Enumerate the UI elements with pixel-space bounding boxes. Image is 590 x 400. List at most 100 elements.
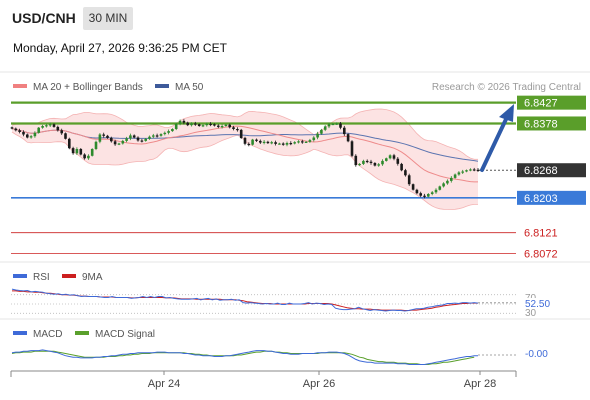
timeframe-button[interactable]: 30 MIN bbox=[83, 7, 133, 30]
candle-body-21 bbox=[90, 149, 94, 156]
legend-swatch-macd bbox=[13, 331, 27, 335]
candle-body-84 bbox=[331, 123, 335, 126]
candle-body-36 bbox=[148, 136, 151, 139]
target-label-5: 6.8072 bbox=[524, 249, 558, 261]
candle-body-79 bbox=[312, 137, 316, 141]
candle-body-117 bbox=[457, 172, 461, 175]
candle-body-69 bbox=[274, 142, 277, 144]
candle-body-113 bbox=[442, 183, 445, 187]
candle-body-16 bbox=[71, 148, 75, 154]
candle-body-77 bbox=[304, 141, 308, 143]
candle-body-56 bbox=[224, 124, 228, 126]
candle-body-85 bbox=[335, 123, 338, 125]
candle-body-30 bbox=[125, 138, 128, 141]
level-labels-layer: 6.8427 6.8378 6.8268 6.8203 6.8121 6.8072 bbox=[517, 95, 586, 261]
candle-body-53 bbox=[213, 124, 216, 126]
candle-body-48 bbox=[194, 123, 197, 125]
macd-legend: MACD MACD Signal bbox=[13, 329, 155, 340]
candle-body-97 bbox=[381, 160, 384, 165]
candle-body-47 bbox=[190, 123, 193, 126]
candle-body-17 bbox=[75, 149, 79, 154]
candle-body-59 bbox=[236, 129, 239, 131]
candle-body-108 bbox=[423, 195, 426, 197]
legend-swatch-rsi-ma bbox=[62, 274, 76, 278]
legend-label-ma50: MA 50 bbox=[175, 82, 204, 93]
candle-body-15 bbox=[68, 138, 71, 149]
candle-body-5 bbox=[29, 136, 33, 138]
candle-body-87 bbox=[343, 127, 346, 135]
x-tick-label-2: Apr 28 bbox=[464, 378, 496, 390]
candle-body-22 bbox=[94, 141, 98, 149]
candle-body-60 bbox=[239, 129, 243, 138]
ma50-line bbox=[11, 128, 479, 162]
rsi-level-30: 30 bbox=[525, 308, 537, 319]
candle-body-9 bbox=[45, 125, 48, 127]
candle-body-110 bbox=[430, 192, 434, 194]
resistance-label-1: 6.8378 bbox=[524, 118, 558, 130]
candle-body-55 bbox=[220, 126, 224, 128]
candle-body-61 bbox=[243, 137, 247, 144]
candle-body-62 bbox=[247, 143, 251, 146]
last-price-label: 6.8268 bbox=[524, 165, 558, 177]
rsi-ma-line bbox=[12, 290, 478, 311]
candle-body-120 bbox=[469, 169, 472, 171]
candle-body-92 bbox=[362, 160, 365, 164]
candle-body-122 bbox=[476, 169, 480, 171]
candle-body-112 bbox=[438, 186, 442, 190]
candle-body-73 bbox=[289, 143, 293, 145]
resistance-tag-0 bbox=[517, 95, 586, 110]
candles-layer bbox=[10, 119, 480, 199]
candle-body-52 bbox=[209, 123, 212, 126]
resistance-tag-1 bbox=[517, 116, 586, 131]
x-tick-label-1: Apr 26 bbox=[303, 378, 335, 390]
candle-body-0 bbox=[10, 127, 14, 129]
macd-value-label: -0.00 bbox=[525, 349, 548, 360]
resistance-label-0: 6.8427 bbox=[524, 98, 558, 110]
candle-body-68 bbox=[270, 142, 273, 144]
legend-swatch-rsi bbox=[13, 274, 27, 278]
candle-body-25 bbox=[106, 135, 109, 138]
credit-label: Research © 2026 Trading Central bbox=[432, 82, 581, 93]
candle-body-80 bbox=[316, 133, 319, 138]
moving-average-layer bbox=[11, 125, 479, 183]
candle-body-28 bbox=[117, 143, 121, 145]
candle-body-96 bbox=[377, 164, 380, 166]
legend-swatch-macd-signal bbox=[75, 331, 89, 335]
candle-body-1 bbox=[14, 128, 18, 131]
candle-body-2 bbox=[18, 130, 21, 132]
forecast-arrow-icon bbox=[480, 104, 514, 172]
candle-body-91 bbox=[358, 163, 361, 166]
candle-body-35 bbox=[144, 138, 147, 141]
candle-body-41 bbox=[167, 131, 170, 133]
candle-body-114 bbox=[446, 180, 449, 184]
candle-body-74 bbox=[293, 142, 296, 144]
candle-body-93 bbox=[365, 160, 369, 163]
candle-body-98 bbox=[385, 158, 388, 161]
candle-body-42 bbox=[171, 129, 174, 132]
candle-body-119 bbox=[465, 170, 468, 172]
candle-body-7 bbox=[37, 127, 40, 133]
candle-body-75 bbox=[297, 141, 300, 143]
macd-layer bbox=[11, 349, 516, 365]
candle-body-115 bbox=[450, 177, 453, 181]
x-axis: Apr 24 Apr 26 Apr 28 bbox=[10, 370, 517, 390]
candle-body-38 bbox=[155, 135, 159, 137]
candle-body-11 bbox=[52, 124, 56, 127]
candle-body-43 bbox=[174, 123, 178, 129]
candle-body-6 bbox=[33, 132, 37, 137]
candle-body-32 bbox=[132, 135, 136, 138]
candle-body-40 bbox=[163, 132, 167, 135]
candle-body-54 bbox=[217, 125, 220, 127]
legend-label-rsi: RSI bbox=[33, 272, 50, 283]
candle-body-99 bbox=[388, 155, 392, 159]
candle-body-94 bbox=[369, 161, 373, 163]
candle-body-4 bbox=[26, 134, 29, 138]
rsi-line bbox=[11, 288, 479, 312]
chart-header: USD/CNH 30 MIN Monday, April 27, 2026 9:… bbox=[0, 0, 590, 72]
candle-body-12 bbox=[56, 126, 60, 131]
candle-body-72 bbox=[285, 143, 289, 145]
candle-body-95 bbox=[373, 163, 377, 166]
bollinger-band bbox=[12, 109, 478, 210]
candle-body-102 bbox=[400, 163, 403, 171]
levels-layer bbox=[11, 101, 516, 254]
